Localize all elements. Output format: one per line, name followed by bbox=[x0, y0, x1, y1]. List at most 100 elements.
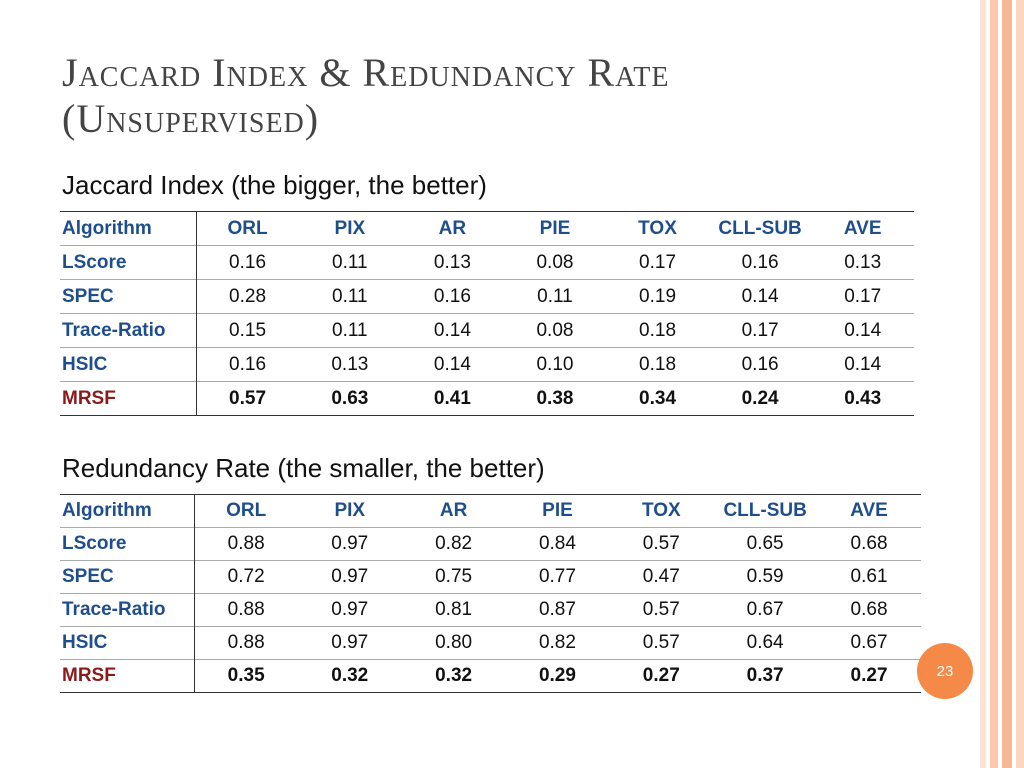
redundancy-table: Algorithm ORL PIX AR PIE TOX CLL-SUB AVE… bbox=[60, 494, 921, 693]
column-header: TOX bbox=[638, 217, 677, 239]
stripe bbox=[980, 0, 986, 768]
table-cell: 0.16 bbox=[229, 251, 267, 273]
column-header: PIE bbox=[542, 500, 573, 521]
table-cell: 0.63 bbox=[331, 387, 369, 409]
table-cell: 0.14 bbox=[844, 319, 882, 341]
algorithm-name: MRSF bbox=[60, 659, 195, 693]
table-cell: 0.97 bbox=[331, 533, 369, 554]
table-cell: 0.16 bbox=[229, 353, 267, 375]
table-cell: 0.18 bbox=[639, 319, 677, 341]
table-cell: 0.57 bbox=[642, 533, 680, 554]
algorithm-name: SPEC bbox=[60, 560, 195, 594]
column-header: Algorithm bbox=[60, 494, 195, 528]
table-cell: 0.84 bbox=[538, 533, 576, 554]
algorithm-name: Trace-Ratio bbox=[60, 313, 197, 348]
table-cell: 0.08 bbox=[536, 251, 574, 273]
table-cell: 0.17 bbox=[741, 319, 779, 341]
table-cell: 0.11 bbox=[332, 251, 368, 273]
table-cell: 0.27 bbox=[642, 665, 680, 686]
table-cell: 0.64 bbox=[746, 632, 784, 653]
table-row: HSIC 0.88 0.97 0.80 0.82 0.57 0.64 0.67 bbox=[60, 626, 921, 660]
table-cell: 0.65 bbox=[746, 533, 784, 554]
table-cell: 0.17 bbox=[844, 285, 882, 307]
table-cell: 0.16 bbox=[433, 285, 471, 307]
jaccard-caption: Jaccard Index (the bigger, the better) bbox=[62, 170, 487, 200]
column-header: CLL-SUB bbox=[718, 217, 802, 239]
slide-title-line: Jaccard Index & Redundancy Rate bbox=[62, 50, 670, 95]
table-cell: 0.97 bbox=[331, 566, 369, 587]
table-cell: 0.17 bbox=[639, 251, 677, 273]
slide-title: Jaccard Index & Redundancy Rate (Unsuper… bbox=[62, 50, 942, 142]
table-cell: 0.10 bbox=[536, 353, 574, 375]
algorithm-name: LScore bbox=[60, 527, 195, 561]
table-cell: 0.15 bbox=[229, 319, 267, 341]
table-cell: 0.16 bbox=[741, 353, 779, 375]
column-header: AR bbox=[438, 217, 467, 239]
table-cell: 0.82 bbox=[435, 533, 473, 554]
algorithm-name: SPEC bbox=[60, 279, 197, 314]
table-row-best: MRSF 0.57 0.63 0.41 0.38 0.34 0.24 0.43 bbox=[60, 381, 914, 416]
table-cell: 0.75 bbox=[435, 566, 473, 587]
table-cell: 0.88 bbox=[227, 533, 265, 554]
table-cell: 0.13 bbox=[433, 251, 471, 273]
table-cell: 0.24 bbox=[741, 387, 779, 409]
table-cell: 0.59 bbox=[746, 566, 784, 587]
algorithm-name: HSIC bbox=[60, 626, 195, 660]
table-cell: 0.88 bbox=[227, 599, 265, 620]
table-cell: 0.28 bbox=[229, 285, 267, 307]
column-header: CLL-SUB bbox=[723, 500, 807, 521]
table-cell: 0.97 bbox=[331, 599, 369, 620]
column-header: PIX bbox=[334, 500, 366, 521]
table-cell: 0.88 bbox=[227, 632, 265, 653]
table-cell: 0.57 bbox=[642, 632, 680, 653]
table-cell: 0.27 bbox=[850, 665, 888, 686]
column-header: PIE bbox=[539, 217, 571, 239]
table-row: LScore 0.88 0.97 0.82 0.84 0.57 0.65 0.6… bbox=[60, 527, 921, 561]
table-cell: 0.14 bbox=[433, 353, 471, 375]
table-cell: 0.29 bbox=[538, 665, 576, 686]
table-row: LScore 0.16 0.11 0.13 0.08 0.17 0.16 0.1… bbox=[60, 245, 914, 280]
table-cell: 0.18 bbox=[639, 353, 677, 375]
table-cell: 0.81 bbox=[435, 599, 473, 620]
table-cell: 0.37 bbox=[746, 665, 784, 686]
table-cell: 0.34 bbox=[639, 387, 677, 409]
column-header: TOX bbox=[641, 500, 681, 521]
table-cell: 0.77 bbox=[538, 566, 576, 587]
table-cell: 0.11 bbox=[332, 285, 368, 307]
column-header: PIX bbox=[334, 217, 366, 239]
table-cell: 0.11 bbox=[537, 285, 573, 307]
table-cell: 0.68 bbox=[850, 599, 888, 620]
table-cell: 0.08 bbox=[536, 319, 574, 341]
table-cell: 0.43 bbox=[844, 387, 882, 409]
table-header-row: Algorithm ORL PIX AR PIE TOX CLL-SUB AVE bbox=[60, 211, 914, 246]
stripe bbox=[1016, 0, 1024, 768]
table-cell: 0.13 bbox=[844, 251, 882, 273]
page-number-badge: 23 bbox=[917, 643, 973, 699]
table-cell: 0.57 bbox=[229, 387, 267, 409]
table-cell: 0.32 bbox=[435, 665, 473, 686]
table-row: SPEC 0.72 0.97 0.75 0.77 0.47 0.59 0.61 bbox=[60, 560, 921, 594]
table-cell: 0.67 bbox=[850, 632, 888, 653]
algorithm-name: LScore bbox=[60, 245, 197, 280]
table-cell: 0.19 bbox=[639, 285, 677, 307]
table-cell: 0.82 bbox=[538, 632, 576, 653]
algorithm-name: HSIC bbox=[60, 347, 197, 382]
table-cell: 0.47 bbox=[642, 566, 680, 587]
column-header: AVE bbox=[843, 217, 882, 239]
table-row: SPEC 0.28 0.11 0.16 0.11 0.19 0.14 0.17 bbox=[60, 279, 914, 314]
table-cell: 0.87 bbox=[538, 599, 576, 620]
table-cell: 0.67 bbox=[746, 599, 784, 620]
stripe bbox=[1002, 0, 1012, 768]
table-cell: 0.41 bbox=[433, 387, 471, 409]
table-cell: 0.72 bbox=[227, 566, 265, 587]
table-cell: 0.16 bbox=[741, 251, 779, 273]
decorative-stripes bbox=[980, 0, 1024, 768]
table-cell: 0.32 bbox=[331, 665, 369, 686]
table-cell: 0.14 bbox=[741, 285, 779, 307]
column-header: ORL bbox=[227, 217, 268, 239]
table-row: HSIC 0.16 0.13 0.14 0.10 0.18 0.16 0.14 bbox=[60, 347, 914, 382]
column-header: AVE bbox=[850, 500, 888, 521]
table-header-row: Algorithm ORL PIX AR PIE TOX CLL-SUB AVE bbox=[60, 494, 921, 528]
redundancy-caption: Redundancy Rate (the smaller, the better… bbox=[62, 453, 545, 483]
jaccard-table: Algorithm ORL PIX AR PIE TOX CLL-SUB AVE… bbox=[60, 211, 914, 416]
